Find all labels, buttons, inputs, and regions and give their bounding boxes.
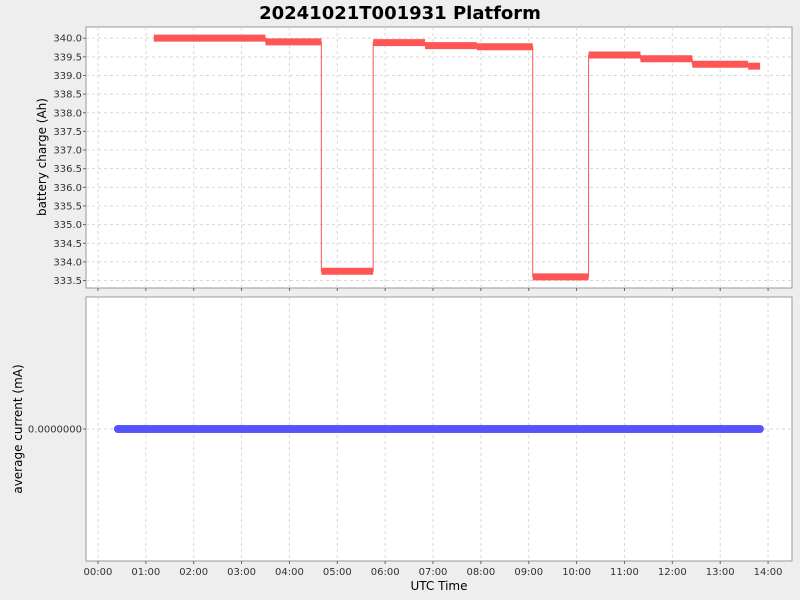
x-tick-label: 07:00 [419,567,448,578]
average-current-panel: 0.0000000 average current (mA) [11,296,793,562]
x-tick-label: 02:00 [179,567,208,578]
x-axis-label: UTC Time [411,579,468,593]
x-tick-label: 10:00 [562,567,591,578]
x-tick-label: 08:00 [466,567,495,578]
x-tick-label: 11:00 [610,567,639,578]
battery-y-tick-label: 336.5 [53,164,82,175]
battery-series [153,34,761,281]
battery-y-tick-label: 340.0 [53,34,82,45]
battery-y-ticks: 340.0 339.5 339.0 338.5 338.0 337.5 337.0 336.5… [53,34,86,287]
chart-title: 20241021T001931 Platform [259,3,541,24]
battery-y-tick-label: 335.0 [53,220,82,231]
battery-y-tick-label: 336.0 [53,183,82,194]
current-y-tick-label: 0.0000000 [28,425,82,436]
battery-y-tick-label: 334.0 [53,257,82,268]
battery-y-tick-label: 334.5 [53,239,82,250]
battery-y-tick-label: 335.5 [53,201,82,212]
x-tick-label: 06:00 [371,567,400,578]
battery-y-tick-label: 333.5 [53,276,82,287]
x-tick-label: 09:00 [514,567,543,578]
x-tick-label: 14:00 [754,567,783,578]
x-tick-label: 00:00 [84,567,113,578]
battery-y-tick-label: 338.0 [53,108,82,119]
battery-y-axis-label: battery charge (Ah) [35,98,49,216]
battery-charge-panel: 340.0 339.5 339.0 338.5 338.0 337.5 337.0 336.5… [35,26,793,289]
x-axis-ticks: 00:00 01:00 02:00 03:00 04:00 05:00 06:00 07:00… [84,288,783,578]
current-y-axis-label: average current (mA) [11,364,25,493]
current-y-ticks: 0.0000000 [28,425,86,436]
battery-y-tick-label: 338.5 [53,90,82,101]
battery-y-tick-label: 339.0 [53,71,82,82]
battery-y-tick-label: 337.5 [53,127,82,138]
x-tick-label: 03:00 [227,567,256,578]
x-tick-label: 12:00 [658,567,687,578]
battery-plot-area [85,26,793,289]
battery-grid [86,27,792,288]
x-tick-label: 04:00 [275,567,304,578]
x-tick-label: 05:00 [323,567,352,578]
x-tick-label: 13:00 [706,567,735,578]
current-point [755,425,764,433]
battery-y-tick-label: 339.5 [53,52,82,63]
current-series [113,425,764,433]
x-tick-label: 01:00 [131,567,160,578]
battery-y-tick-label: 337.0 [53,146,82,157]
